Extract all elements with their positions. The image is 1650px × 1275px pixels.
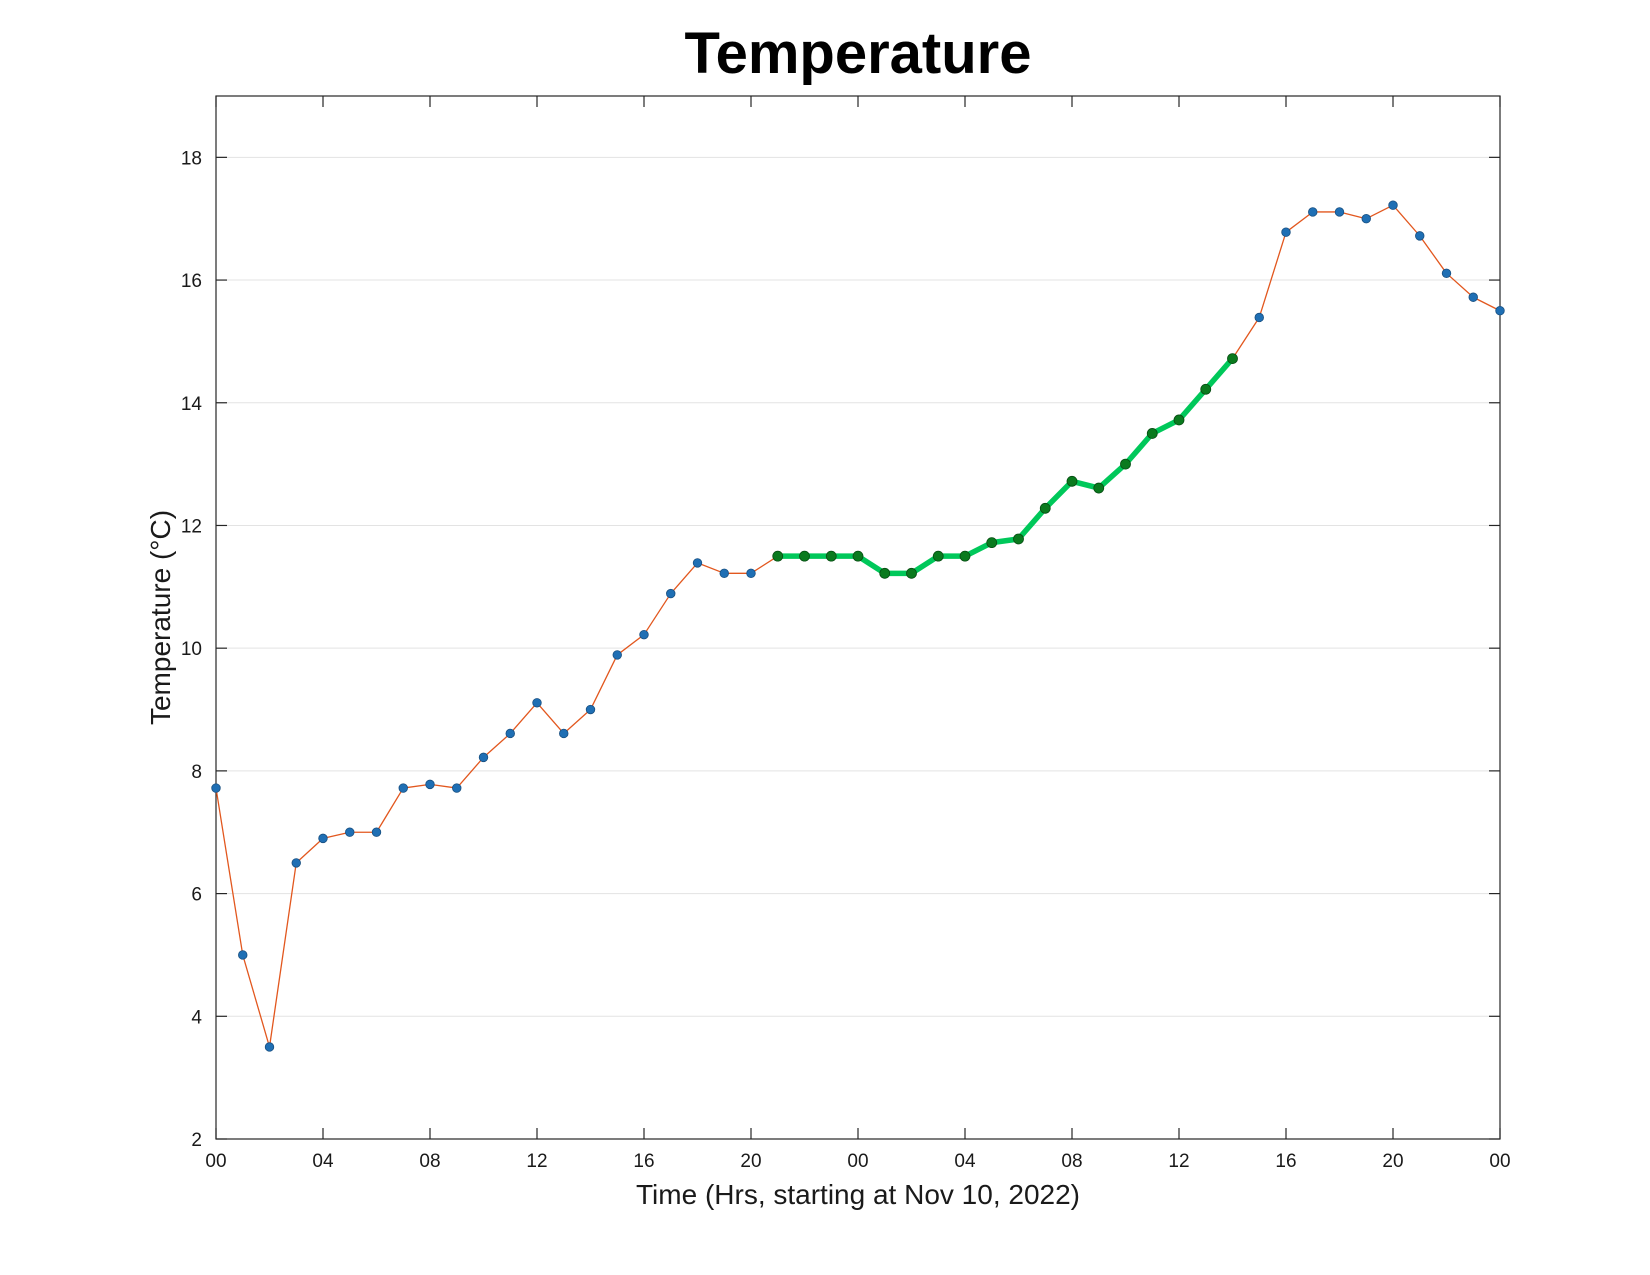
x-tick-label: 08: [419, 1151, 440, 1172]
data-point: [746, 568, 756, 579]
data-point: [478, 752, 489, 763]
x-tick-label: 16: [633, 1151, 654, 1172]
y-tick-label: 2: [191, 1130, 202, 1151]
highlight-data-point: [772, 550, 784, 562]
data-point: [425, 779, 435, 790]
x-tick-label: 12: [526, 1151, 547, 1172]
data-point: [345, 827, 355, 837]
highlight-data-point: [1146, 428, 1158, 439]
x-tick-label: 00: [205, 1151, 226, 1172]
y-tick-label: 18: [181, 148, 202, 169]
x-tick-label: 04: [312, 1151, 334, 1172]
highlight-data-point: [852, 550, 864, 562]
data-point: [692, 558, 703, 568]
data-point: [1281, 227, 1291, 237]
data-point: [264, 1042, 275, 1052]
highlight-data-point: [1173, 414, 1185, 426]
data-point: [1495, 306, 1505, 316]
data-point: [318, 833, 328, 844]
y-tick-label: 10: [181, 639, 202, 660]
data-point: [238, 950, 248, 960]
data-point: [612, 650, 622, 660]
y-tick-label: 6: [191, 885, 202, 906]
data-point: [532, 698, 542, 708]
x-tick-label: 16: [1275, 1151, 1296, 1172]
x-tick-label: 20: [740, 1151, 761, 1172]
data-point: [1415, 231, 1425, 241]
highlight-data-point: [799, 550, 810, 562]
y-tick-label: 12: [181, 516, 202, 537]
y-tick-label: 16: [181, 271, 202, 292]
data-point: [398, 783, 408, 793]
gridlines: [216, 156, 1500, 1017]
x-tick-label: 00: [847, 1151, 868, 1172]
series-layer: [211, 200, 1505, 1052]
data-point: [1441, 268, 1452, 279]
data-point: [559, 728, 569, 739]
axis-ticks: [215, 96, 1501, 1140]
highlight-data-point: [879, 567, 891, 579]
x-tick-label: 12: [1168, 1151, 1189, 1172]
data-point: [1308, 207, 1318, 217]
x-tick-label: 00: [1489, 1151, 1510, 1172]
x-tick-label: 04: [954, 1151, 976, 1172]
data-point: [1388, 200, 1398, 210]
chart-title: Temperature: [684, 21, 1031, 86]
tick-labels: 2 4 6 8 10 12 14 16 18 00 04 08 12 16 20 00 04 08 12 16 20 00: [181, 148, 1511, 1172]
y-tick-label: 14: [181, 394, 203, 415]
data-point: [585, 704, 596, 715]
highlight-data-point: [1066, 475, 1078, 487]
data-point: [719, 568, 729, 579]
highlight-data-point: [906, 567, 917, 579]
highlight-data-point: [1120, 458, 1131, 470]
data-point: [666, 588, 676, 599]
plot-area: [215, 95, 1501, 1140]
data-point: [1334, 207, 1345, 217]
highlight-data-point: [959, 550, 971, 562]
data-point: [1361, 214, 1371, 224]
data-point: [211, 783, 221, 793]
highlight-data-point: [825, 550, 837, 562]
y-tick-label: 4: [191, 1007, 202, 1028]
x-axis-label: Time (Hrs, starting at Nov 10, 2022): [636, 1179, 1080, 1210]
data-point: [1468, 292, 1478, 302]
data-point: [639, 629, 649, 640]
data-point: [505, 728, 515, 739]
highlight-data-point: [1227, 353, 1238, 364]
x-tick-label: 20: [1382, 1151, 1403, 1172]
data-point: [1254, 312, 1264, 323]
data-point: [452, 783, 462, 793]
series-line-highlight: [775, 355, 1236, 577]
highlight-data-point: [1039, 502, 1051, 514]
highlight-data-point: [1200, 383, 1212, 395]
highlight-data-point: [932, 550, 944, 562]
y-tick-label: 8: [191, 762, 202, 783]
highlight-data-point: [1013, 533, 1024, 545]
series-line-full: [215, 204, 1501, 1048]
data-point: [291, 858, 301, 868]
y-axis-label: Temperature (°C): [145, 510, 176, 725]
highlight-data-point: [986, 537, 998, 549]
data-point: [371, 827, 382, 837]
x-tick-label: 08: [1061, 1151, 1082, 1172]
highlight-data-point: [1093, 482, 1105, 494]
